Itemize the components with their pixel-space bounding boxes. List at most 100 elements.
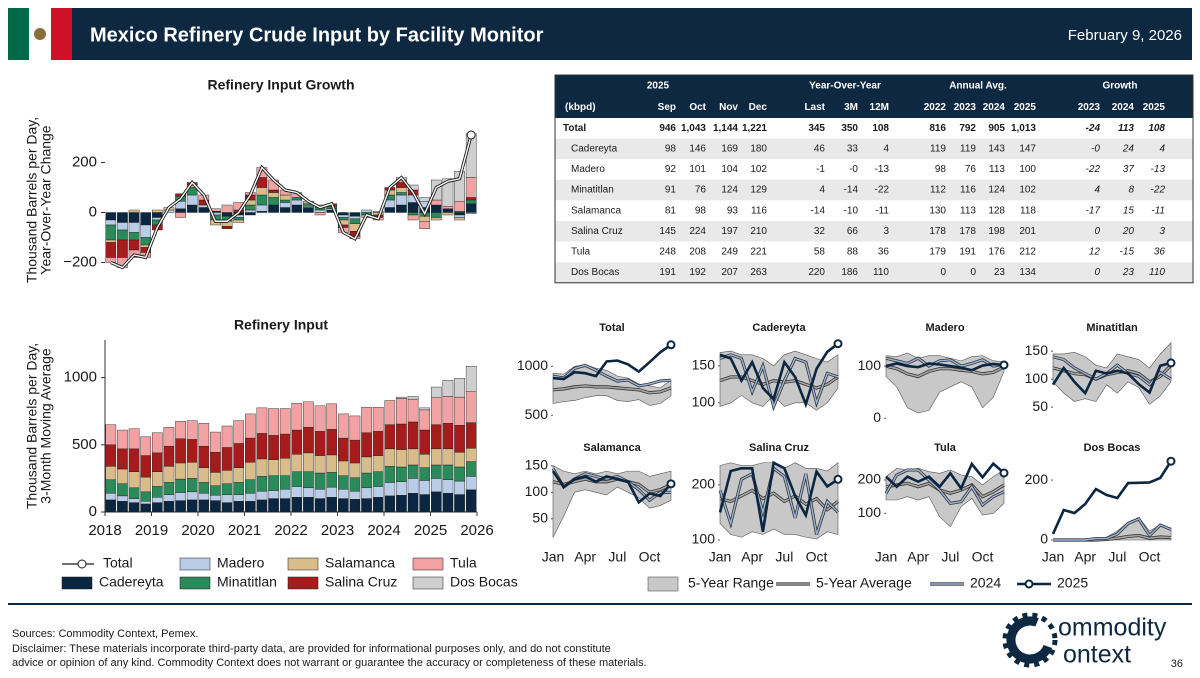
bar — [430, 212, 442, 218]
table-cell: 191 — [659, 267, 676, 278]
row-label: Salamanca — [571, 205, 621, 216]
table-cell: 113 — [1118, 123, 1134, 134]
bar — [198, 467, 210, 483]
y-tick-label: 500 — [72, 436, 97, 453]
bar — [430, 424, 442, 450]
table-cell: 210 — [750, 226, 767, 237]
bar — [303, 487, 314, 498]
bar — [337, 498, 349, 513]
logo-text: ontext — [1063, 641, 1131, 669]
bar — [117, 222, 128, 231]
table-cell: 91 — [665, 185, 677, 196]
y-tick-label: 50 — [1032, 398, 1048, 414]
bar — [210, 485, 221, 496]
page-number: 36 — [1171, 658, 1183, 670]
bar — [454, 212, 465, 216]
bar — [268, 204, 279, 213]
table-cell: 143 — [988, 144, 1005, 155]
disclaimer: advice or opinion of any kind. Commodity… — [12, 657, 647, 669]
x-tick-label: Jul — [1108, 549, 1126, 565]
bar — [384, 400, 396, 425]
x-tick-label: 2020 — [181, 522, 214, 539]
y-tick-label: 150 — [692, 357, 716, 373]
bar — [105, 257, 117, 263]
bar — [105, 224, 117, 241]
table-cell: 212 — [1019, 247, 1036, 258]
bar — [419, 197, 431, 202]
bar — [361, 456, 372, 474]
bar — [396, 398, 407, 425]
bar — [175, 500, 186, 513]
bar — [384, 207, 396, 213]
panel-title: Tula — [934, 442, 957, 454]
table-cell: -13 — [1151, 164, 1166, 175]
line-marker — [999, 468, 1009, 478]
bar — [279, 199, 291, 203]
bar — [233, 420, 245, 444]
bar — [198, 207, 210, 213]
table-row-bg — [555, 118, 1193, 139]
table-cell: 24 — [1122, 144, 1135, 155]
legend-swatch — [287, 576, 319, 590]
line-marker — [833, 339, 843, 349]
table-cell: 116 — [751, 205, 767, 216]
table-cell: 147 — [1019, 144, 1036, 155]
bar — [256, 458, 268, 477]
bar — [210, 431, 221, 453]
x-tick-label: 2021 — [228, 522, 261, 539]
legend-swatch — [412, 557, 444, 571]
bar — [326, 486, 338, 498]
table-cell: 110 — [873, 267, 889, 278]
table-cell: 4 — [1094, 185, 1100, 196]
logo-text: ommodity — [1058, 614, 1167, 642]
bar — [256, 433, 268, 460]
bar — [314, 209, 326, 213]
bar — [337, 475, 349, 490]
bar — [163, 466, 175, 483]
line — [719, 342, 839, 409]
bar — [349, 212, 361, 217]
bar — [128, 502, 140, 513]
bar — [221, 212, 233, 217]
line — [1051, 361, 1172, 396]
column-header: (kbpd) — [565, 102, 596, 113]
table-cell: 792 — [959, 123, 976, 134]
x-tick-label: 2026 — [460, 522, 493, 539]
table-cell: 128 — [988, 205, 1005, 216]
panel-title: Total — [599, 322, 624, 334]
panel-title: Minatitlan — [1086, 322, 1138, 334]
bar — [128, 498, 140, 503]
bar — [279, 475, 291, 490]
table-header-bg — [555, 75, 1193, 118]
bar — [349, 415, 361, 441]
table-cell: 12 — [1089, 247, 1101, 258]
table-cell: 102 — [1019, 185, 1036, 196]
bar — [314, 455, 326, 474]
range-area — [552, 465, 672, 538]
bar — [186, 491, 198, 501]
line — [719, 467, 839, 535]
y-tick-label: 0 — [89, 203, 97, 220]
table-cell: 32 — [814, 226, 826, 237]
legend-label: Madero — [217, 555, 265, 571]
page-title: Mexico Refinery Crude Input by Facility … — [90, 24, 544, 46]
bar — [314, 472, 326, 490]
bar — [465, 199, 477, 204]
bar — [407, 478, 419, 494]
bar — [256, 490, 268, 501]
y-tick-label: 500 — [525, 406, 549, 422]
bar — [128, 212, 140, 223]
line — [885, 365, 1005, 378]
bar — [303, 207, 314, 213]
bar — [454, 396, 465, 426]
row-label: Minatitlan — [571, 185, 614, 196]
bar — [117, 239, 128, 258]
bar — [105, 466, 117, 480]
bar — [372, 486, 384, 498]
row-label: Tula — [571, 247, 591, 258]
bar — [268, 408, 279, 436]
bar — [244, 462, 256, 480]
line-marker — [1166, 358, 1176, 368]
bar — [442, 448, 454, 466]
bar — [349, 477, 361, 492]
